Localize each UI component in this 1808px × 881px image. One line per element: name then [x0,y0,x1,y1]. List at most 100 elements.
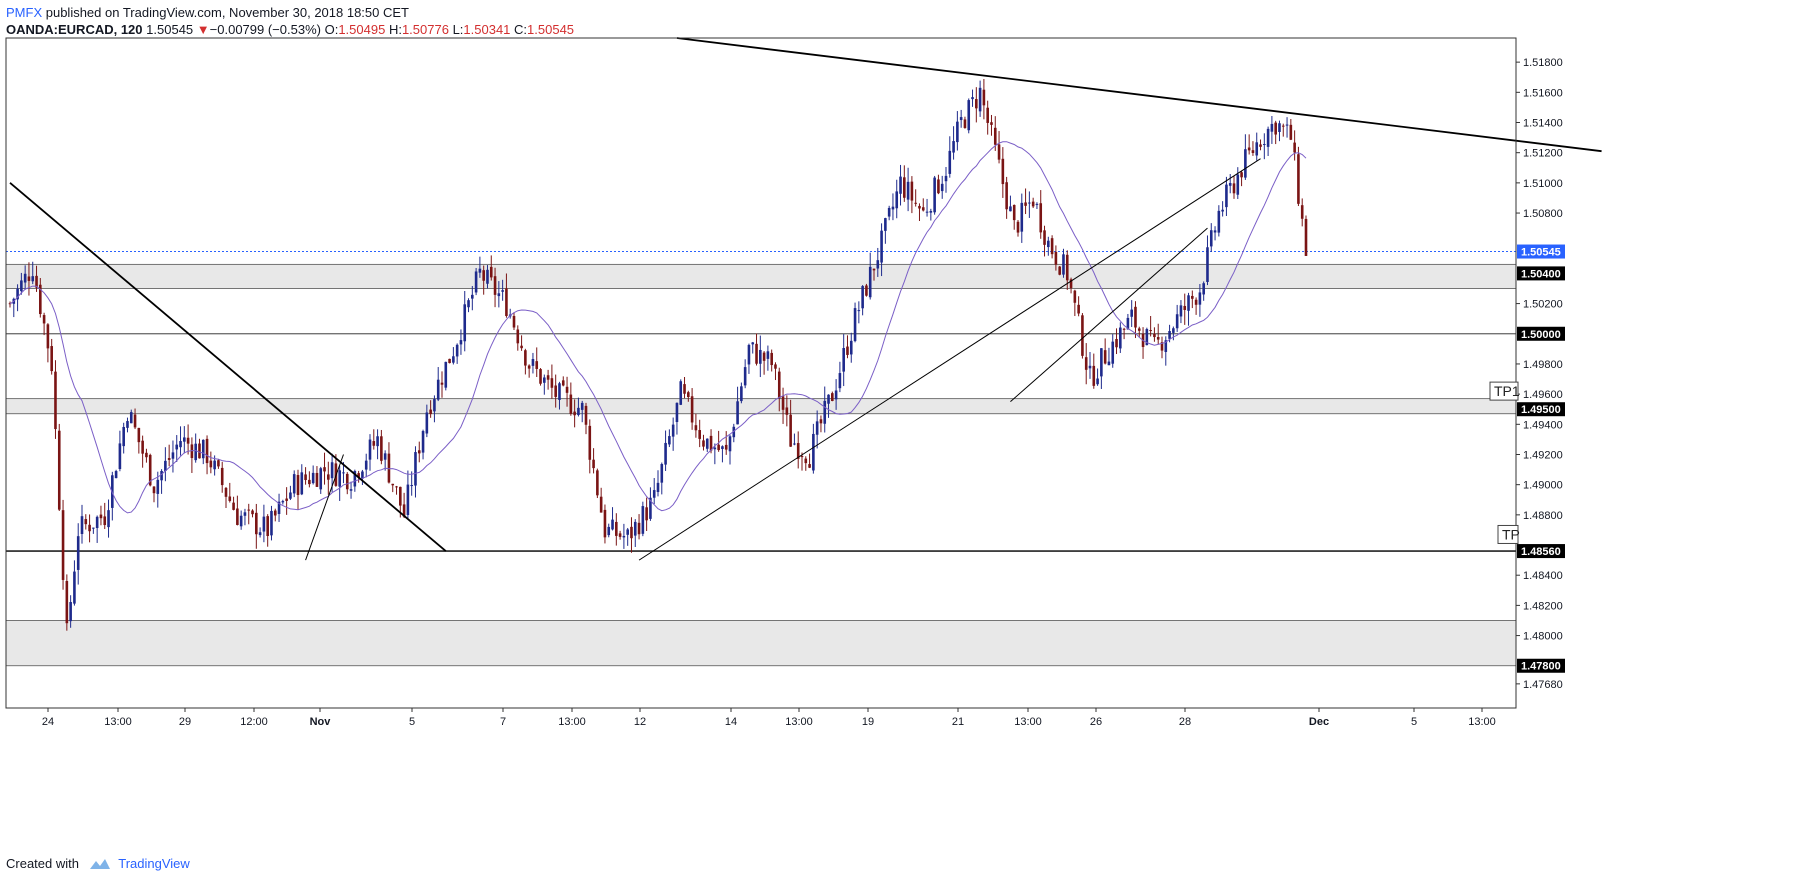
candle-body [535,361,539,369]
candle-body [65,581,69,624]
candle-body [891,206,895,210]
x-tick-label: 5 [1411,716,1417,728]
trendline[interactable] [676,37,1602,153]
candle-body [463,304,467,342]
x-tick-label: 13:00 [1014,716,1042,728]
candle-body [1149,330,1152,332]
candle-body [717,444,720,451]
candle-body [705,438,709,449]
candle-body [92,527,95,529]
candle-body [1145,329,1149,346]
candle-body [497,293,501,297]
candle-body [649,497,652,519]
candle-body [910,181,914,201]
candle-body [459,340,463,345]
price-axis[interactable]: 1.51800 1.51600 1.51400 1.51200 1.51000 1.508… [1516,57,1565,691]
candle-body [160,470,163,481]
candle-body [387,453,391,483]
candle-body [967,100,971,131]
trendline[interactable] [9,182,447,552]
trendline[interactable] [305,454,344,561]
candle-body [906,181,910,200]
candle-body [687,392,690,397]
candle-body [834,390,838,400]
x-tick-label: 21 [952,716,964,728]
close-value: 1.50545 [527,22,575,37]
candle-body [1255,142,1259,156]
candle-body [728,436,732,452]
candle-body [1209,230,1213,247]
candle-body [452,356,455,363]
trendline[interactable] [1010,227,1208,403]
candle-body [914,202,917,204]
tp-label: TP [1502,526,1520,542]
candle-body [319,468,323,490]
candle-body [1213,230,1217,233]
candle-body [512,315,516,328]
candle-body [1077,304,1080,314]
candle-body [1285,124,1289,126]
candle-body [1278,123,1281,132]
candle-body [266,516,269,537]
candle-body [247,509,251,511]
candle-body [755,343,758,364]
candle-body [1001,158,1005,185]
candle-body [903,177,906,198]
candle-body [1058,266,1061,275]
candle-body [1172,328,1175,333]
y-tick-label: 1.48200 [1523,600,1563,612]
candle-body [1016,221,1020,233]
candle-body [1232,183,1236,194]
candle-body [353,470,357,487]
x-tick-label: 24 [42,716,54,728]
x-tick-label: 28 [1179,716,1191,728]
candle-body [546,375,550,380]
candle-body [1020,202,1024,232]
candle-body [50,346,53,372]
candle-body [122,426,125,447]
moving-average [9,141,1307,514]
candle-body [406,484,410,515]
candle-body [800,456,804,458]
candle-body [732,426,736,438]
candle-body [603,509,607,538]
candle-body [35,275,38,288]
candle-body [1084,357,1088,370]
price-change: −0.00799 (−0.53%) [209,22,321,37]
candle-body [383,453,387,460]
candle-body [1247,147,1251,151]
candle-body [596,470,599,496]
trendline[interactable] [638,158,1261,561]
candle-body [1062,254,1065,275]
publisher-name[interactable]: PMFX [6,5,43,20]
candle-body [1115,339,1118,348]
x-tick-label: 13:00 [1468,716,1496,728]
x-tick-label: Dec [1309,716,1329,728]
candle-body [129,412,133,424]
tradingview-link[interactable]: TradingView [118,856,190,871]
candle-body [270,510,273,536]
candle-body [573,411,576,416]
x-tick-label: 7 [500,716,506,728]
candle-body [399,486,402,506]
candle-body [1304,218,1308,256]
time-axis[interactable]: 24 13:00 29 12:00 Nov 5 7 13:00 12 14 13:00 19 21 13:… [42,708,1496,728]
candle-body [54,371,57,430]
candle-body [1270,123,1274,132]
candle-body [137,427,141,443]
y-tick-label: 1.50200 [1523,299,1563,311]
candle-body [963,119,967,128]
candle-body [1088,365,1092,369]
candle-body [243,512,247,516]
symbol-name[interactable]: OANDA:EURCAD, 120 [6,22,143,37]
candle-body [618,533,622,537]
candle-body [417,450,421,454]
candle-body [1217,210,1221,233]
candle-body [975,99,978,109]
candle-body [1183,305,1187,310]
candle-body [690,396,694,423]
candle-body [1281,125,1285,127]
candle-body [675,402,679,423]
trendlines[interactable] [9,37,1602,561]
